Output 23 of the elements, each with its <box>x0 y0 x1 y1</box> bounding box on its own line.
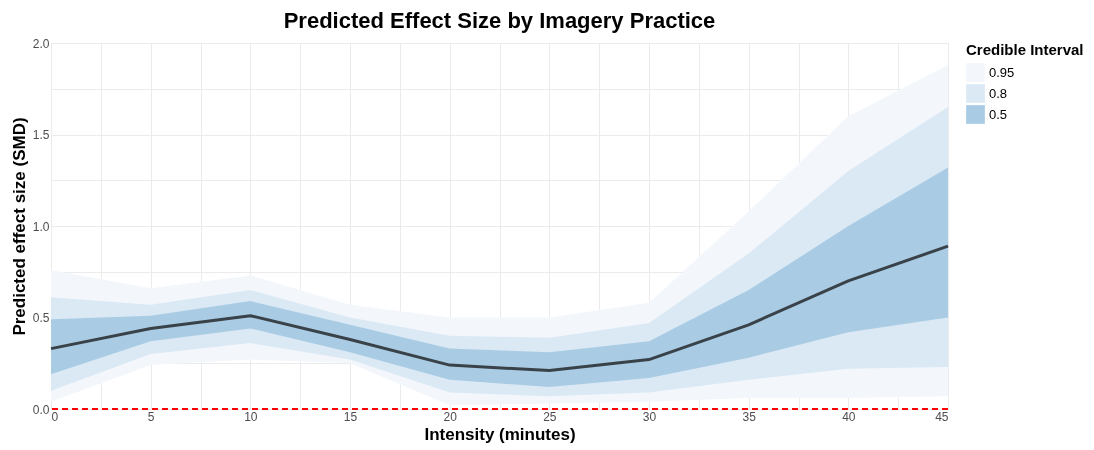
y-axis-title: Predicted effect size (SMD) <box>9 117 29 336</box>
x-tick-label: 45 <box>935 409 949 424</box>
legend-title: Credible Interval <box>966 41 1084 58</box>
x-tick-label: 30 <box>642 409 657 424</box>
x-tick-label: 15 <box>343 409 358 424</box>
x-tick-label: 5 <box>147 409 155 424</box>
y-tick-label: 0.0 <box>32 402 50 417</box>
legend-label: 0.8 <box>989 85 1008 101</box>
legend-label: 0.5 <box>989 106 1008 122</box>
x-tick-label: 35 <box>742 409 757 424</box>
x-axis-title: Intensity (minutes) <box>424 424 576 444</box>
y-tick-label: 1.0 <box>32 219 50 234</box>
legend-label: 0.95 <box>989 64 1015 80</box>
x-tick-label: 0 <box>51 409 59 424</box>
y-tick-label: 0.5 <box>32 311 50 325</box>
x-tick-label: 10 <box>244 409 258 424</box>
chart-title: Predicted Effect Size by Imagery Practice <box>283 8 716 33</box>
x-tick-label: 20 <box>443 409 458 424</box>
y-tick-label: 1.5 <box>32 128 50 142</box>
x-tick-label: 40 <box>842 409 856 424</box>
y-tick-label: 2.0 <box>32 36 50 51</box>
line-series <box>49 244 950 373</box>
x-tick-label: 25 <box>543 409 557 424</box>
